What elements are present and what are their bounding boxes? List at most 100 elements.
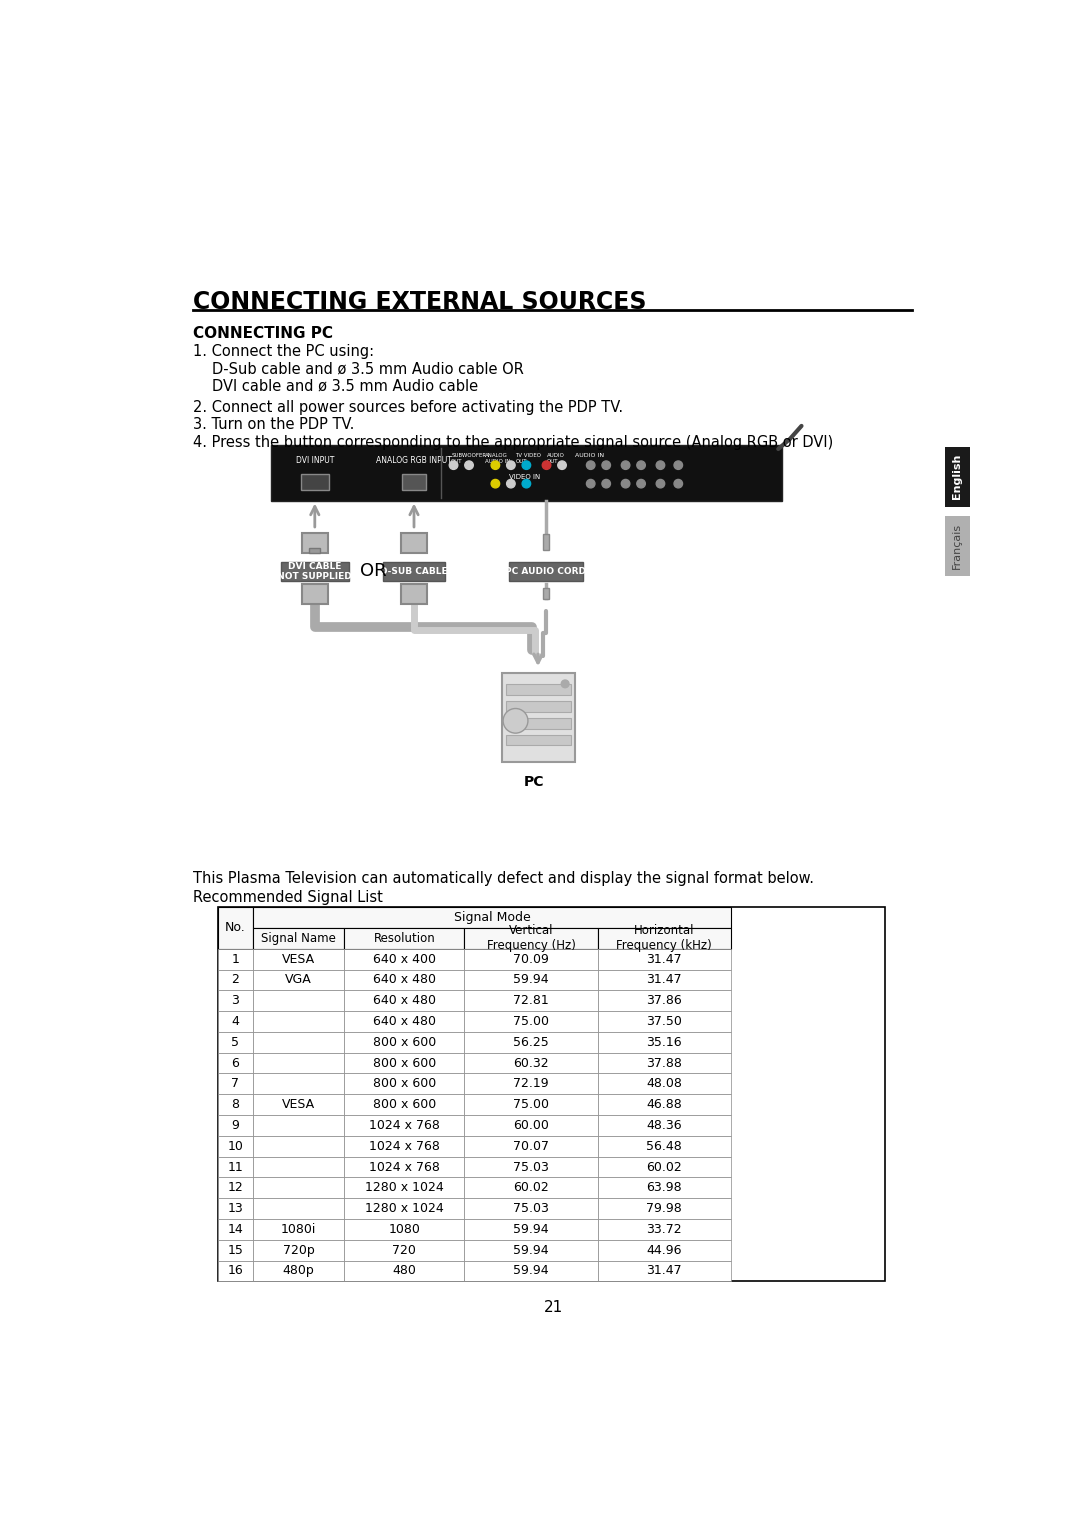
Text: VGA: VGA xyxy=(285,973,312,987)
Bar xyxy=(542,588,549,599)
Bar xyxy=(218,1012,253,1031)
Text: 75.03: 75.03 xyxy=(513,1203,549,1215)
Text: 480: 480 xyxy=(392,1265,416,1277)
Bar xyxy=(383,562,445,581)
Bar xyxy=(464,1219,597,1239)
Circle shape xyxy=(542,461,551,469)
Text: 35.16: 35.16 xyxy=(647,1036,683,1048)
Text: 800 x 600: 800 x 600 xyxy=(373,1056,436,1070)
Text: Français: Français xyxy=(953,523,962,568)
Text: 75.00: 75.00 xyxy=(513,1015,549,1028)
Text: 70.07: 70.07 xyxy=(513,1140,549,1152)
Text: 2. Connect all power sources before activating the PDP TV.: 2. Connect all power sources before acti… xyxy=(193,400,623,414)
Text: VESA: VESA xyxy=(282,952,315,966)
Bar xyxy=(218,1239,253,1261)
Text: PC: PC xyxy=(524,776,544,790)
Text: Resolution: Resolution xyxy=(374,932,435,944)
Bar xyxy=(597,1198,731,1219)
Circle shape xyxy=(491,480,500,487)
Text: 5: 5 xyxy=(231,1036,240,1048)
Text: 1. Connect the PC using:: 1. Connect the PC using: xyxy=(193,344,375,359)
Bar xyxy=(597,949,731,970)
Bar xyxy=(597,1053,731,1074)
Bar xyxy=(597,1074,731,1094)
Bar xyxy=(345,1031,464,1053)
Bar xyxy=(597,990,731,1012)
Text: 70.09: 70.09 xyxy=(513,952,549,966)
Circle shape xyxy=(557,461,566,469)
Bar xyxy=(402,474,427,490)
Text: 7: 7 xyxy=(231,1077,240,1091)
Text: 1080i: 1080i xyxy=(281,1222,316,1236)
Bar xyxy=(309,549,321,553)
Text: 1: 1 xyxy=(231,952,240,966)
Bar xyxy=(218,970,253,990)
Text: 44.96: 44.96 xyxy=(647,1244,683,1256)
Text: DVI CABLE
(NOT SUPPLIED): DVI CABLE (NOT SUPPLIED) xyxy=(273,562,356,581)
Text: English: English xyxy=(953,454,962,500)
Bar xyxy=(597,927,731,949)
Bar xyxy=(597,1012,731,1031)
Circle shape xyxy=(674,480,683,487)
Bar xyxy=(345,1135,464,1157)
Text: 46.88: 46.88 xyxy=(647,1099,683,1111)
Text: 8: 8 xyxy=(231,1099,240,1111)
Text: D-SUB CABLE: D-SUB CABLE xyxy=(380,567,448,576)
Bar xyxy=(301,533,328,553)
Text: AUDIO
OUT: AUDIO OUT xyxy=(546,452,565,463)
Circle shape xyxy=(522,480,530,487)
Text: 12: 12 xyxy=(228,1181,243,1195)
Bar xyxy=(401,533,428,553)
Bar xyxy=(271,445,782,501)
Text: 37.50: 37.50 xyxy=(647,1015,683,1028)
Bar xyxy=(464,949,597,970)
Bar xyxy=(253,1053,345,1074)
Text: TV VIDEO
OUT: TV VIDEO OUT xyxy=(515,452,541,463)
Bar xyxy=(464,1198,597,1219)
Text: 59.94: 59.94 xyxy=(513,1244,549,1256)
Circle shape xyxy=(464,461,473,469)
Bar xyxy=(945,516,971,576)
Text: 16: 16 xyxy=(228,1265,243,1277)
Bar xyxy=(218,1115,253,1135)
Text: 4: 4 xyxy=(231,1015,240,1028)
Bar xyxy=(597,1094,731,1115)
Bar xyxy=(345,949,464,970)
Bar xyxy=(218,1074,253,1094)
Bar xyxy=(253,990,345,1012)
Text: CONNECTING EXTERNAL SOURCES: CONNECTING EXTERNAL SOURCES xyxy=(193,290,647,313)
Bar xyxy=(253,970,345,990)
Circle shape xyxy=(602,461,610,469)
Text: 75.03: 75.03 xyxy=(513,1161,549,1174)
Text: 60.02: 60.02 xyxy=(647,1161,683,1174)
Text: 1024 x 768: 1024 x 768 xyxy=(369,1140,440,1152)
Bar xyxy=(253,1198,345,1219)
Bar xyxy=(301,474,328,490)
Text: 37.88: 37.88 xyxy=(647,1056,683,1070)
Text: 14: 14 xyxy=(228,1222,243,1236)
Bar xyxy=(253,1094,345,1115)
Text: 4. Press the button corresponding to the appropriate signal source (Analog RGB o: 4. Press the button corresponding to the… xyxy=(193,435,834,451)
Text: 56.25: 56.25 xyxy=(513,1036,549,1048)
Text: 31.47: 31.47 xyxy=(647,952,683,966)
Text: 63.98: 63.98 xyxy=(647,1181,683,1195)
Text: 1080: 1080 xyxy=(389,1222,420,1236)
Bar xyxy=(301,584,328,604)
Text: Signal Name: Signal Name xyxy=(261,932,336,944)
Bar xyxy=(597,1031,731,1053)
Text: 60.00: 60.00 xyxy=(513,1118,549,1132)
Bar xyxy=(464,1074,597,1094)
Bar xyxy=(218,1219,253,1239)
Circle shape xyxy=(674,461,683,469)
Bar xyxy=(345,1094,464,1115)
Bar xyxy=(253,927,345,949)
Text: 31.47: 31.47 xyxy=(647,973,683,987)
Text: 60.02: 60.02 xyxy=(513,1181,549,1195)
Bar xyxy=(464,1053,597,1074)
Text: CONNECTING PC: CONNECTING PC xyxy=(193,325,333,341)
Text: No.: No. xyxy=(225,921,246,935)
Bar xyxy=(253,1178,345,1198)
Bar xyxy=(345,1261,464,1282)
Bar xyxy=(345,1219,464,1239)
Bar xyxy=(218,908,886,1282)
